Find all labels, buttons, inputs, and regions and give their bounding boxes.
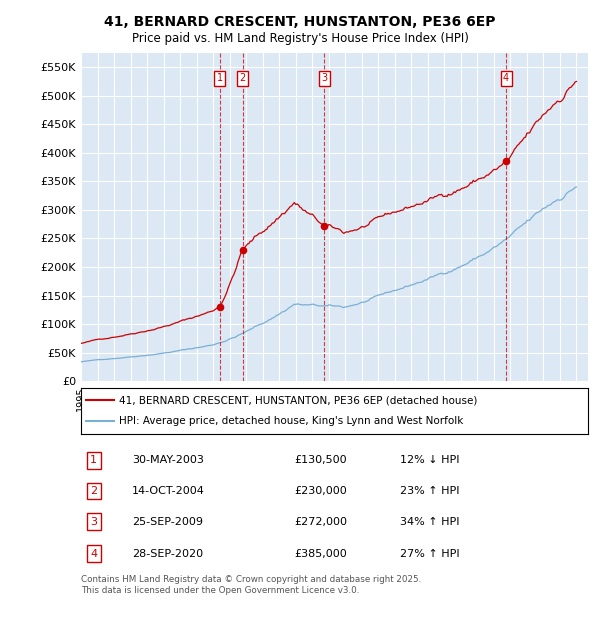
Text: 30-MAY-2003: 30-MAY-2003 bbox=[132, 455, 203, 465]
Text: 2: 2 bbox=[239, 73, 246, 84]
Text: 3: 3 bbox=[90, 516, 97, 526]
Text: 23% ↑ HPI: 23% ↑ HPI bbox=[400, 486, 460, 496]
Text: £385,000: £385,000 bbox=[294, 549, 347, 559]
Text: 3: 3 bbox=[321, 73, 328, 84]
Text: 25-SEP-2009: 25-SEP-2009 bbox=[132, 516, 203, 526]
Text: 41, BERNARD CRESCENT, HUNSTANTON, PE36 6EP (detached house): 41, BERNARD CRESCENT, HUNSTANTON, PE36 6… bbox=[119, 395, 478, 405]
Text: 14-OCT-2004: 14-OCT-2004 bbox=[132, 486, 205, 496]
Text: 41, BERNARD CRESCENT, HUNSTANTON, PE36 6EP: 41, BERNARD CRESCENT, HUNSTANTON, PE36 6… bbox=[104, 16, 496, 30]
Text: 2: 2 bbox=[90, 486, 97, 496]
Text: Contains HM Land Registry data © Crown copyright and database right 2025.
This d: Contains HM Land Registry data © Crown c… bbox=[81, 575, 421, 595]
Text: £230,000: £230,000 bbox=[294, 486, 347, 496]
Text: £130,500: £130,500 bbox=[294, 455, 347, 465]
Text: HPI: Average price, detached house, King's Lynn and West Norfolk: HPI: Average price, detached house, King… bbox=[119, 417, 463, 427]
Text: 4: 4 bbox=[90, 549, 97, 559]
Text: Price paid vs. HM Land Registry's House Price Index (HPI): Price paid vs. HM Land Registry's House … bbox=[131, 32, 469, 45]
Text: 1: 1 bbox=[217, 73, 223, 84]
Text: 12% ↓ HPI: 12% ↓ HPI bbox=[400, 455, 460, 465]
Text: 27% ↑ HPI: 27% ↑ HPI bbox=[400, 549, 460, 559]
Text: 34% ↑ HPI: 34% ↑ HPI bbox=[400, 516, 460, 526]
Text: 1: 1 bbox=[90, 455, 97, 465]
Text: £272,000: £272,000 bbox=[294, 516, 347, 526]
Text: 4: 4 bbox=[503, 73, 509, 84]
Text: 28-SEP-2020: 28-SEP-2020 bbox=[132, 549, 203, 559]
